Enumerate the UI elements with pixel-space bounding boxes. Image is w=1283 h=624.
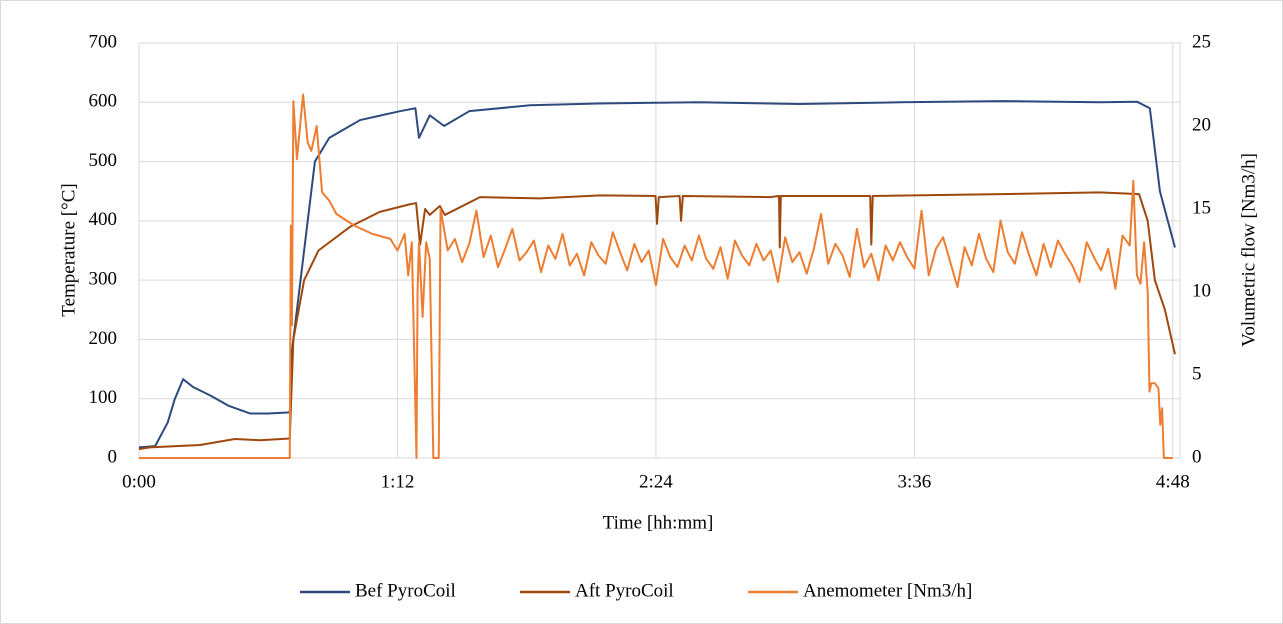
- y-tick-label: 100: [89, 387, 118, 408]
- y2-tick-label: 10: [1192, 280, 1211, 301]
- y2-tick-label: 0: [1192, 446, 1202, 467]
- y-tick-label: 400: [89, 209, 118, 230]
- y-axis-title: Temperature [°C]: [58, 183, 79, 316]
- y2-tick-label: 15: [1192, 197, 1211, 218]
- x-axis-title: Time [hh:mm]: [603, 512, 714, 533]
- y2-tick-label: 5: [1192, 363, 1202, 384]
- y-tick-label: 200: [89, 328, 118, 349]
- legend-label: Aft PyroCoil: [575, 580, 674, 601]
- series-line: [138, 100, 1176, 449]
- y-tick-label: 600: [89, 91, 118, 112]
- x-tick-label: 0:00: [122, 471, 156, 492]
- series-line: [139, 93, 1173, 459]
- x-tick-label: 4:48: [1156, 471, 1190, 492]
- y2-axis-title: Volumetric flow [Nm3/h]: [1238, 153, 1259, 347]
- y-tick-label: 500: [89, 150, 118, 171]
- y2-tick-label: 25: [1192, 31, 1211, 52]
- legend-label: Bef PyroCoil: [355, 580, 456, 601]
- y2-tick-label: 20: [1192, 114, 1211, 135]
- y-tick-label: 0: [108, 446, 118, 467]
- series-line: [138, 191, 1176, 451]
- x-tick-label: 1:12: [381, 471, 415, 492]
- y-tick-label: 700: [89, 31, 118, 52]
- x-tick-label: 2:24: [639, 471, 673, 492]
- y-tick-label: 300: [89, 269, 118, 290]
- legend-label: Anemometer [Nm3/h]: [803, 580, 972, 601]
- x-tick-label: 3:36: [897, 471, 931, 492]
